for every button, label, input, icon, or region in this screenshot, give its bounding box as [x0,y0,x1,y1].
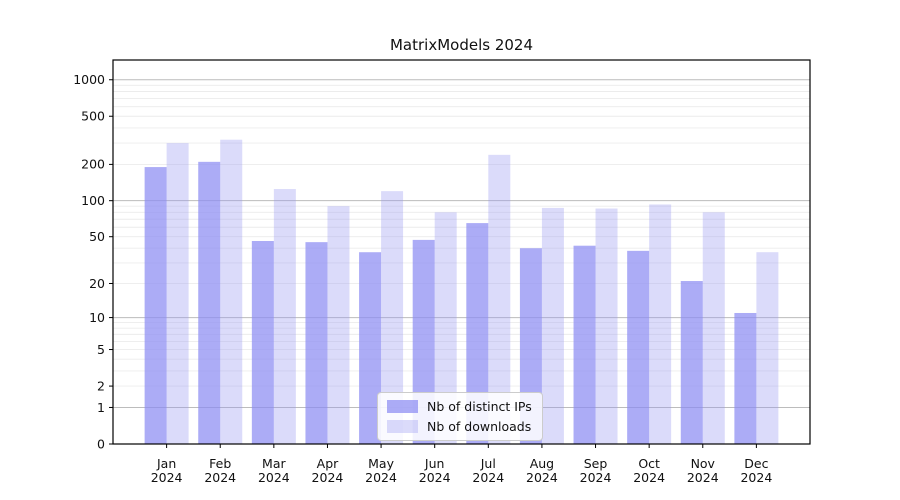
bar-downloads [488,154,511,445]
bar-downloads [756,252,779,444]
bar-distinct-ips [198,161,221,445]
y-tick-label: 50 [89,229,105,244]
y-tick-label: 5 [97,342,105,357]
bar-distinct-ips [680,281,703,444]
x-tick-label-year: 2024 [633,470,665,485]
legend-item-distinct-ips: Nb of distinct IPs [387,399,532,414]
y-tick-label: 2 [97,378,105,393]
x-tick-label-year: 2024 [526,470,558,485]
bar-downloads [381,191,404,444]
legend-label-distinct-ips: Nb of distinct IPs [427,399,532,414]
x-tick-label-year: 2024 [687,470,719,485]
bar-distinct-ips [305,242,328,444]
bar-distinct-ips [734,312,757,444]
y-tick-label: 500 [81,109,105,124]
x-tick-label-month: Mar [262,456,286,471]
x-tick-label-month: Jan [156,456,176,471]
bar-downloads [434,212,457,444]
bar-downloads [166,143,189,444]
x-tick-label-year: 2024 [258,470,290,485]
legend-swatch-distinct-ips [387,400,418,413]
x-tick-label-month: Oct [638,456,660,471]
x-tick-label-year: 2024 [365,470,397,485]
x-tick-label-month: Jul [480,456,496,471]
bar-downloads [327,206,350,444]
bar-distinct-ips [573,245,596,444]
bar-distinct-ips [466,223,489,444]
plot-border [112,59,811,445]
x-tick-label-year: 2024 [151,470,183,485]
x-tick-label-month: Feb [209,456,231,471]
x-tick-label-month: Sep [584,456,608,471]
y-tick-label: 0 [97,436,105,451]
y-tick-label: 20 [89,276,105,291]
x-tick-label-month: Dec [744,456,768,471]
bar-distinct-ips [359,252,382,444]
legend-swatch-downloads [387,420,418,433]
x-tick-label-year: 2024 [580,470,612,485]
y-tick-label: 200 [81,157,105,172]
x-tick-label-year: 2024 [419,470,451,485]
x-tick-label-year: 2024 [204,470,236,485]
y-tick-label: 10 [89,310,105,325]
x-tick-label-month: Aug [530,456,554,471]
x-tick-label-month: Apr [317,456,339,471]
bar-downloads [649,204,672,444]
y-tick-label: 100 [81,193,105,208]
x-tick-label-year: 2024 [740,470,772,485]
x-tick-label-month: May [368,456,394,471]
legend-item-downloads: Nb of downloads [387,419,532,434]
bar-downloads [541,207,564,444]
bar-distinct-ips [251,241,274,444]
bar-downloads [273,189,296,444]
chart-title: MatrixModels 2024 [389,36,534,54]
bar-downloads [702,212,725,444]
legend: Nb of distinct IPs Nb of downloads [377,392,543,441]
legend-label-downloads: Nb of downloads [427,419,532,434]
y-tick-label: 1 [97,400,105,415]
x-tick-label-month: Nov [691,456,716,471]
bar-distinct-ips [144,167,167,444]
x-tick-label-year: 2024 [312,470,344,485]
x-tick-label-month: Jun [424,456,445,471]
x-tick-label-year: 2024 [472,470,504,485]
bar-downloads [220,139,243,445]
bar-distinct-ips [627,250,650,444]
bar-downloads [595,208,618,444]
y-tick-label: 1000 [73,72,105,87]
